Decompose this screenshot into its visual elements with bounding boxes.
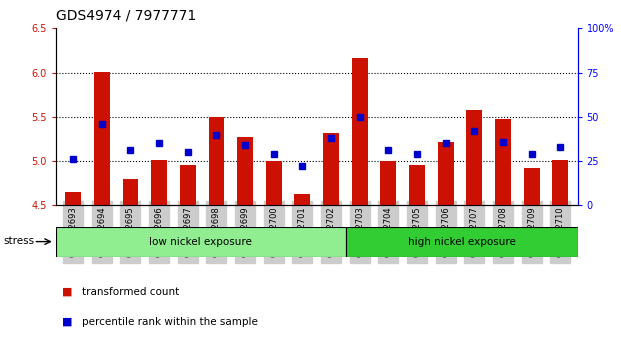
Text: ■: ■ xyxy=(62,317,73,327)
Bar xyxy=(352,58,368,205)
Bar xyxy=(209,117,224,205)
Bar xyxy=(524,168,540,205)
Bar xyxy=(438,143,453,205)
Text: percentile rank within the sample: percentile rank within the sample xyxy=(82,317,258,327)
Bar xyxy=(56,227,346,257)
Bar xyxy=(323,133,339,205)
Text: high nickel exposure: high nickel exposure xyxy=(407,236,515,247)
Bar xyxy=(409,166,425,205)
Bar xyxy=(94,72,110,205)
Bar xyxy=(346,227,578,257)
Bar xyxy=(65,192,81,205)
Text: ■: ■ xyxy=(62,287,73,297)
Text: GDS4974 / 7977771: GDS4974 / 7977771 xyxy=(56,9,196,23)
Text: stress: stress xyxy=(3,236,34,246)
Bar xyxy=(495,120,511,205)
Bar xyxy=(266,161,281,205)
Bar xyxy=(122,179,138,205)
Bar xyxy=(553,160,568,205)
Bar xyxy=(180,166,196,205)
Text: low nickel exposure: low nickel exposure xyxy=(150,236,252,247)
Bar xyxy=(466,110,483,205)
Bar xyxy=(151,160,167,205)
Text: transformed count: transformed count xyxy=(82,287,179,297)
Bar xyxy=(294,194,310,205)
Bar xyxy=(381,161,396,205)
Bar xyxy=(237,137,253,205)
